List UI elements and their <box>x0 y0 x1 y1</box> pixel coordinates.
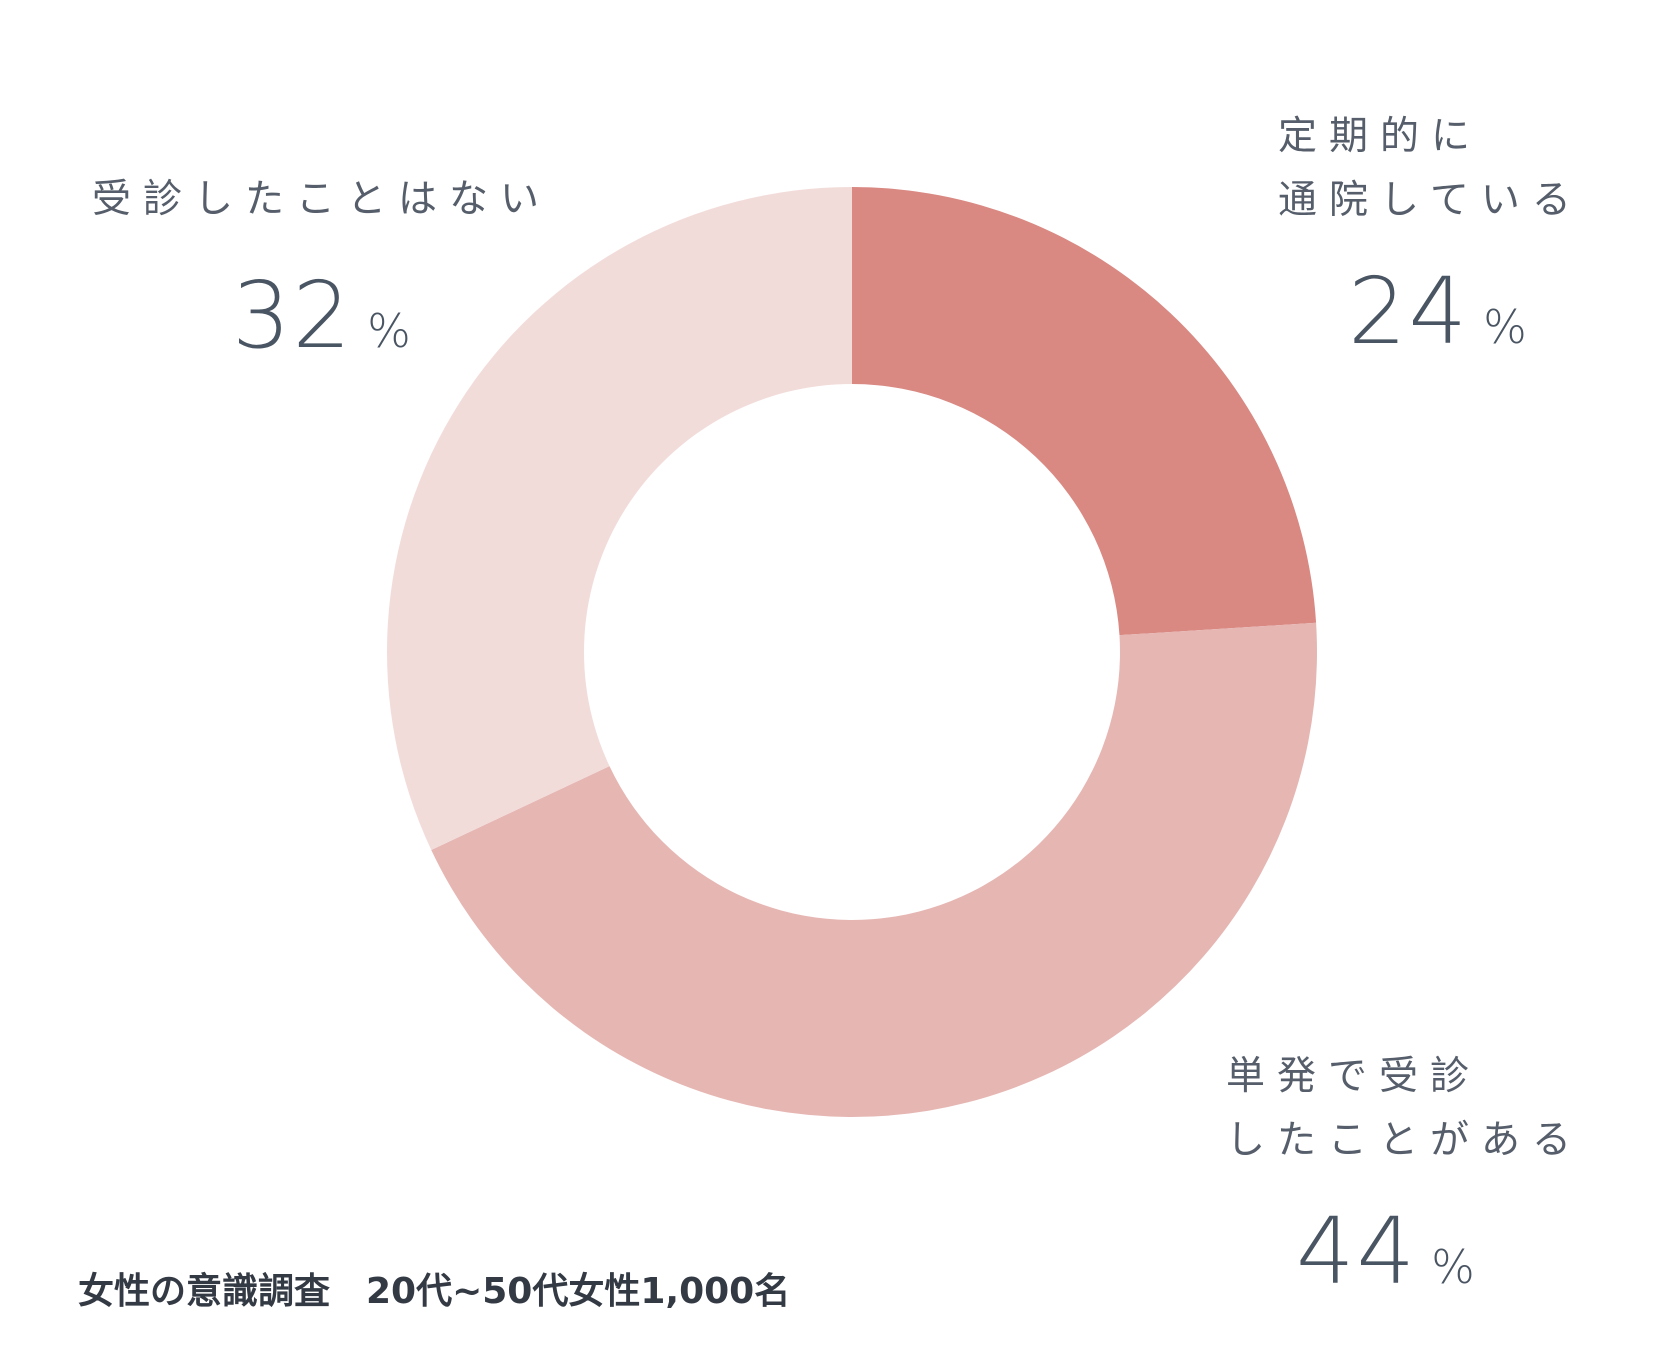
slice-label-never-visited: 受診したことはない <box>92 168 551 232</box>
slice-label-regular-visits: 定期的に 通院している <box>1278 105 1583 233</box>
slice-value-never-visited: 32% <box>232 262 411 369</box>
slice-value-unit: % <box>367 304 411 358</box>
slice-label-line: 定期的に <box>1278 114 1483 159</box>
slice-value-single-visit: 44% <box>1296 1198 1475 1305</box>
slice-value-number: 24 <box>1348 258 1470 365</box>
slice-label-single-visit: 単発で受診 したことがある <box>1226 1045 1583 1173</box>
slice-value-unit: % <box>1483 300 1527 354</box>
slice-regular-visits <box>852 187 1317 636</box>
slice-value-number: 44 <box>1296 1198 1418 1305</box>
slice-value-number: 32 <box>232 262 354 369</box>
slice-single-visit <box>431 622 1317 1117</box>
slice-label-line: したことがある <box>1226 1118 1584 1163</box>
slice-value-unit: % <box>1431 1240 1475 1294</box>
slice-label-line: 受診したことはない <box>92 177 552 222</box>
slice-value-regular-visits: 24% <box>1348 258 1527 365</box>
donut-slices <box>386 187 1317 1117</box>
slice-label-line: 通院している <box>1278 178 1583 223</box>
slice-label-line: 単発で受診 <box>1226 1054 1482 1099</box>
slice-never-visited <box>386 187 852 850</box>
survey-footnote: 女性の意識調査 20代~50代女性1,000名 <box>78 1271 791 1312</box>
